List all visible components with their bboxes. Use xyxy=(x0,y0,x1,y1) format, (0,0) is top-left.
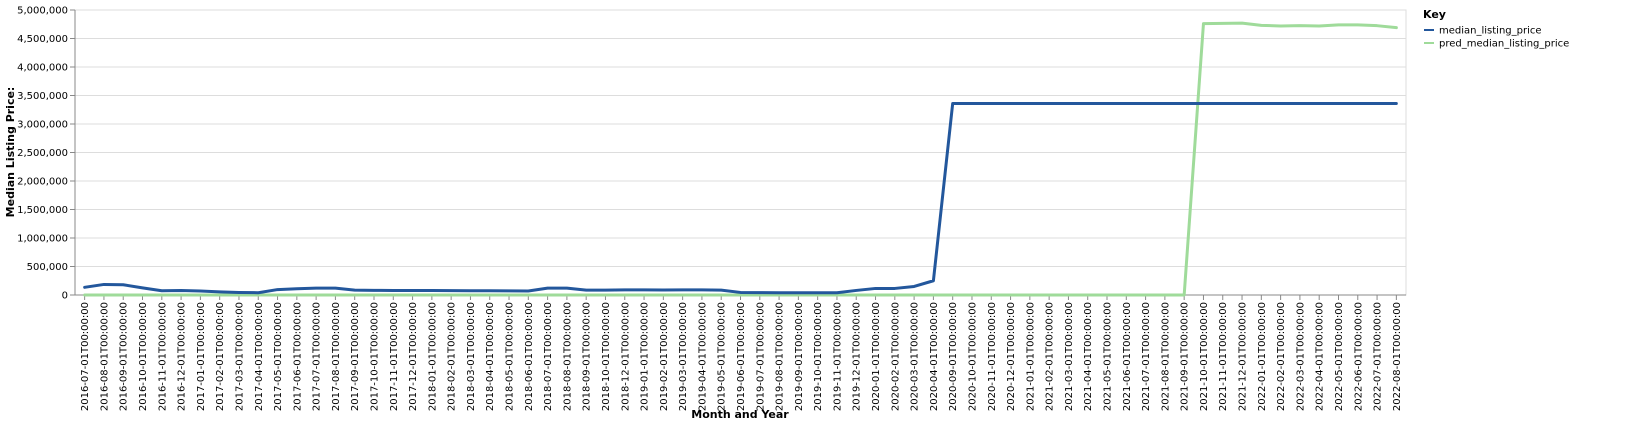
x-tick-label: 2020-03-01T00:00:00 xyxy=(910,302,921,411)
x-tick-label: 2016-07-01T00:00:00 xyxy=(80,302,91,411)
x-tick-label: 2017-04-01T00:00:00 xyxy=(254,302,265,411)
x-tick-label: 2018-06-01T00:00:00 xyxy=(524,302,535,411)
legend-title: Key xyxy=(1423,8,1446,21)
x-tick-label: 2021-11-01T00:00:00 xyxy=(1218,302,1229,411)
x-tick-label: 2019-09-01T00:00:00 xyxy=(794,302,805,411)
x-tick-label: 2018-10-01T00:00:00 xyxy=(601,302,612,411)
x-tick-label: 2017-05-01T00:00:00 xyxy=(273,302,284,411)
y-tick-label: 1,500,000 xyxy=(17,205,68,216)
x-tick-label: 2017-11-01T00:00:00 xyxy=(389,302,400,411)
x-axis: 2016-07-01T00:00:00 2016-08-01T00:00:00 20… xyxy=(75,294,1406,411)
y-tick-label: 500,000 xyxy=(27,262,68,273)
x-tick-label: 2021-08-01T00:00:00 xyxy=(1160,302,1171,411)
x-tick-label: 2021-04-01T00:00:00 xyxy=(1083,302,1094,411)
x-tick-label: 2018-01-01T00:00:00 xyxy=(427,302,438,411)
x-tick-label: 2019-02-01T00:00:00 xyxy=(659,302,670,411)
x-tick-label: 2021-01-01T00:00:00 xyxy=(1025,302,1036,411)
x-tick-label: 2022-02-01T00:00:00 xyxy=(1276,302,1287,411)
x-tick-label: 2021-10-01T00:00:00 xyxy=(1199,302,1210,411)
x-tick-label: 2016-10-01T00:00:00 xyxy=(138,302,149,411)
x-tick-label: 2019-06-01T00:00:00 xyxy=(736,302,747,411)
x-tick-label: 2019-11-01T00:00:00 xyxy=(832,302,843,411)
x-tick-label: 2022-04-01T00:00:00 xyxy=(1315,302,1326,411)
x-tick-label: 2017-01-01T00:00:00 xyxy=(196,302,207,411)
series-line-median-listing-price xyxy=(83,101,1398,295)
series-line-pred-median-listing-price xyxy=(83,21,1398,297)
x-tick-label: 2017-10-01T00:00:00 xyxy=(369,302,380,411)
x-tick-label: 2017-07-01T00:00:00 xyxy=(312,302,323,411)
y-axis: 0 500,000 1,000,000 1,500,000 2,000,000 2,500… xyxy=(17,6,76,302)
x-tick-label: 2022-07-01T00:00:00 xyxy=(1373,302,1384,411)
x-tick-label: 2019-04-01T00:00:00 xyxy=(697,302,708,411)
x-tick-label: 2018-08-01T00:00:00 xyxy=(562,302,573,411)
x-tick-label: 2021-05-01T00:00:00 xyxy=(1103,302,1114,411)
x-tick-label: 2020-09-01T00:00:00 xyxy=(948,302,959,411)
x-tick-label: 2018-04-01T00:00:00 xyxy=(485,302,496,411)
gridlines xyxy=(74,9,1407,296)
legend-label: pred_median_listing_price xyxy=(1439,39,1569,50)
x-tick-label: 2019-05-01T00:00:00 xyxy=(717,302,728,411)
x-axis-title: Month and Year xyxy=(691,408,789,421)
x-tick-label: 2018-07-01T00:00:00 xyxy=(543,302,554,411)
x-tick-label: 2021-09-01T00:00:00 xyxy=(1180,302,1191,411)
x-tick-label: 2021-06-01T00:00:00 xyxy=(1122,302,1133,411)
x-tick-label: 2016-12-01T00:00:00 xyxy=(177,302,188,411)
y-axis-title: Median Listing Price: xyxy=(4,87,17,218)
x-tick-label: 2021-07-01T00:00:00 xyxy=(1141,302,1152,411)
x-tick-label: 2019-07-01T00:00:00 xyxy=(755,302,766,411)
series-lines xyxy=(83,21,1398,297)
x-tick-label: 2019-03-01T00:00:00 xyxy=(678,302,689,411)
x-tick-label: 2018-03-01T00:00:00 xyxy=(466,302,477,411)
x-tick-label: 2020-11-01T00:00:00 xyxy=(987,302,998,411)
x-tick-label: 2021-03-01T00:00:00 xyxy=(1064,302,1075,411)
x-tick-label: 2018-05-01T00:00:00 xyxy=(505,302,516,411)
x-tick-label: 2021-12-01T00:00:00 xyxy=(1238,302,1249,411)
x-tick-label: 2017-06-01T00:00:00 xyxy=(292,302,303,411)
x-tick-label: 2022-03-01T00:00:00 xyxy=(1295,302,1306,411)
x-tick-label: 2022-05-01T00:00:00 xyxy=(1334,302,1345,411)
x-tick-label: 2019-10-01T00:00:00 xyxy=(813,302,824,411)
x-tick-label: 2019-12-01T00:00:00 xyxy=(852,302,863,411)
y-tick-label: 2,000,000 xyxy=(17,177,68,188)
x-tick-label: 2017-03-01T00:00:00 xyxy=(234,302,245,411)
x-tick-label: 2022-01-01T00:00:00 xyxy=(1257,302,1268,411)
y-tick-label: 0 xyxy=(62,291,68,302)
y-tick-label: 1,000,000 xyxy=(17,234,68,245)
y-tick-label: 3,000,000 xyxy=(17,120,68,131)
legend-label: median_listing_price xyxy=(1439,26,1542,37)
x-tick-label: 2022-08-01T00:00:00 xyxy=(1392,302,1403,411)
x-tick-label: 2016-08-01T00:00:00 xyxy=(99,302,110,411)
y-tick-label: 3,500,000 xyxy=(17,91,68,102)
x-tick-label: 2018-02-01T00:00:00 xyxy=(447,302,458,411)
x-tick-label: 2019-01-01T00:00:00 xyxy=(640,302,651,411)
x-tick-label: 2017-08-01T00:00:00 xyxy=(331,302,342,411)
x-tick-label: 2020-12-01T00:00:00 xyxy=(1006,302,1017,411)
x-tick-label: 2016-11-01T00:00:00 xyxy=(157,302,168,411)
x-tick-label: 2017-02-01T00:00:00 xyxy=(215,302,226,411)
x-tick-label: 2016-09-01T00:00:00 xyxy=(119,302,130,411)
x-tick-label: 2017-12-01T00:00:00 xyxy=(408,302,419,411)
legend: Key median_listing_price pred_median_list… xyxy=(1423,8,1569,50)
x-tick-label: 2019-08-01T00:00:00 xyxy=(775,302,786,411)
x-tick-label: 2020-02-01T00:00:00 xyxy=(890,302,901,411)
x-tick-label: 2017-09-01T00:00:00 xyxy=(350,302,361,411)
x-tick-label: 2021-02-01T00:00:00 xyxy=(1045,302,1056,411)
x-tick-label: 2022-06-01T00:00:00 xyxy=(1353,302,1364,411)
y-tick-label: 5,000,000 xyxy=(17,6,68,17)
x-tick-label: 2018-09-01T00:00:00 xyxy=(582,302,593,411)
y-tick-label: 4,500,000 xyxy=(17,34,68,45)
x-tick-label: 2020-01-01T00:00:00 xyxy=(871,302,882,411)
y-tick-label: 4,000,000 xyxy=(17,63,68,74)
x-tick-label: 2018-12-01T00:00:00 xyxy=(620,302,631,411)
y-tick-label: 2,500,000 xyxy=(17,148,68,159)
x-tick-label: 2020-04-01T00:00:00 xyxy=(929,302,940,411)
x-tick-label: 2020-10-01T00:00:00 xyxy=(967,302,978,411)
